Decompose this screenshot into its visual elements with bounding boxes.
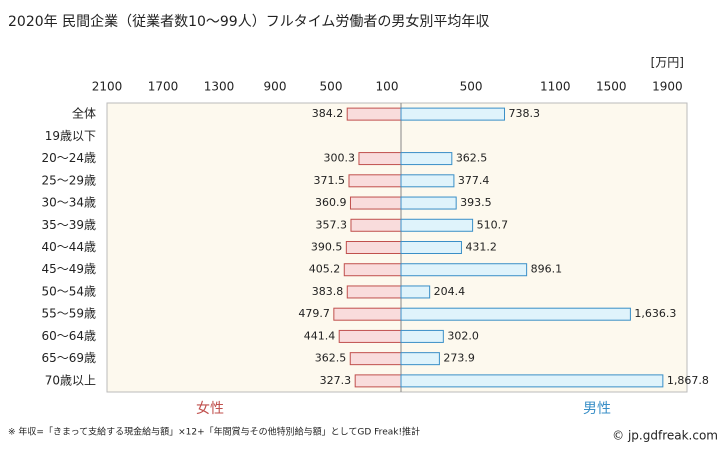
bar (346, 107, 402, 121)
value-label: 204.4 (434, 285, 466, 298)
value-label: 327.3 (320, 374, 352, 387)
bar (349, 352, 402, 366)
value-label: 441.4 (304, 329, 336, 342)
unit-label: [万円] (651, 56, 684, 70)
value-label: 431.2 (465, 241, 497, 254)
y-tick-label: 55～59歳 (41, 307, 96, 321)
bar (333, 307, 402, 321)
bar (354, 374, 402, 388)
value-label: 371.5 (313, 174, 345, 187)
chart-title: 2020年 民間企業（従業者数10～99人）フルタイム労働者の男女別平均年収 (8, 13, 489, 30)
bar (400, 307, 631, 321)
value-label: 393.5 (460, 196, 492, 209)
y-tick-label: 60～64歳 (41, 329, 96, 343)
value-label: 362.5 (315, 352, 347, 365)
y-tick-label: 70歳以上 (45, 373, 96, 387)
value-label: 390.5 (311, 241, 343, 254)
bar (343, 263, 402, 277)
value-label: 510.7 (477, 218, 509, 231)
y-tick-label: 30～34歳 (41, 196, 96, 210)
x-tick-label: 100 (376, 80, 399, 94)
value-label: 896.1 (531, 263, 563, 276)
bar (338, 329, 402, 343)
x-tick-label: 1500 (596, 80, 627, 94)
x-tick-label: 1100 (540, 80, 571, 94)
bar (349, 196, 402, 210)
bar (350, 218, 402, 232)
bar (400, 174, 455, 188)
bar (346, 285, 402, 299)
legend-label: 男性 (583, 401, 611, 417)
value-label: 273.9 (443, 352, 475, 365)
footnote: ※ 年収=「きまって支給する現金給与額」×12+「年間賞与その他特別給与額」とし… (8, 426, 420, 438)
x-tick-label: 500 (460, 80, 483, 94)
value-label: 362.5 (456, 152, 488, 165)
value-label: 383.8 (312, 285, 344, 298)
y-tick-label: 25～29歳 (41, 173, 96, 187)
bar (358, 152, 402, 166)
bar (400, 352, 440, 366)
value-label: 302.0 (447, 329, 479, 342)
x-tick-label: 900 (264, 80, 287, 94)
y-tick-label: 50～54歳 (41, 284, 96, 298)
value-label: 479.7 (298, 307, 330, 320)
x-tick-label: 1300 (204, 80, 235, 94)
y-tick-label: 40～44歳 (41, 240, 96, 254)
y-tick-label: 20～24歳 (41, 151, 96, 165)
bar (348, 174, 402, 188)
value-label: 300.3 (323, 152, 355, 165)
y-tick-label: 35～39歳 (41, 218, 96, 232)
y-tick-label: 19歳以下 (45, 129, 96, 143)
y-tick-label: 全体 (72, 106, 96, 121)
bar (400, 152, 453, 166)
value-label: 1,636.3 (634, 307, 676, 320)
value-label: 377.4 (458, 174, 490, 187)
bar (345, 241, 402, 254)
value-label: 738.3 (509, 107, 541, 120)
value-label: 357.3 (315, 218, 347, 231)
bar (400, 107, 506, 121)
value-label: 1,867.8 (667, 374, 709, 387)
value-label: 405.2 (309, 263, 341, 276)
x-tick-label: 1900 (652, 80, 683, 94)
bar (400, 285, 431, 299)
y-tick-label: 65～69歳 (41, 351, 96, 365)
x-tick-label: 2100 (92, 80, 123, 94)
bar (400, 263, 528, 277)
bar (400, 196, 457, 210)
legend-label: 女性 (196, 400, 224, 417)
y-tick-label: 45～49歳 (41, 262, 96, 276)
credit: © jp.gdfreak.com (612, 429, 718, 443)
x-tick-label: 1700 (148, 80, 179, 94)
value-label: 384.2 (312, 107, 344, 120)
bar (400, 241, 462, 254)
x-tick-label: 500 (320, 80, 343, 94)
bar (400, 329, 444, 343)
value-label: 360.9 (315, 196, 347, 209)
bar (400, 218, 474, 232)
bar (400, 374, 664, 388)
